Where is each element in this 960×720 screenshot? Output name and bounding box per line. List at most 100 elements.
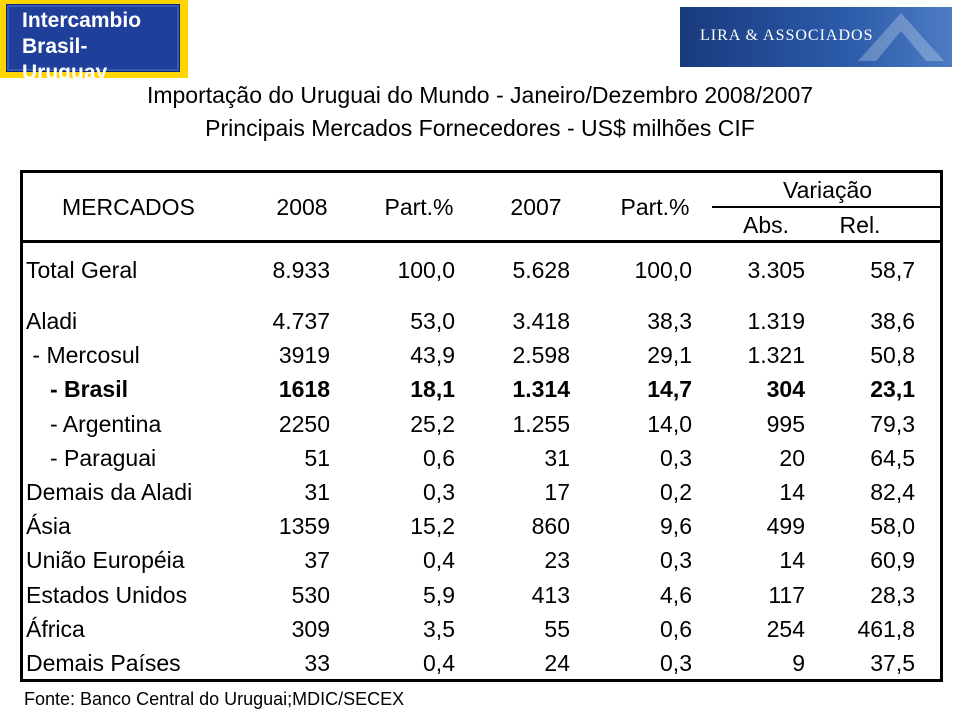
- header-mercados: MERCADOS: [62, 194, 195, 220]
- cell-v2007: 860: [531, 513, 570, 539]
- cell-v2008: 33: [304, 650, 330, 676]
- row-label: Demais Países: [26, 650, 181, 676]
- lira-logo-text: LIRA & ASSOCIADOS: [700, 27, 874, 44]
- total-abs: 3.305: [747, 257, 805, 283]
- total-part-2008: 100,0: [397, 257, 455, 283]
- cell-v2008: 1618: [278, 376, 330, 402]
- row-label: - Mercosul: [26, 342, 140, 368]
- header-2007: 2007: [510, 194, 562, 220]
- cell-v2007: 17: [544, 479, 570, 505]
- cell-rel: 58,0: [870, 513, 915, 539]
- cell-v2007: 23: [544, 547, 570, 573]
- cell-p2007: 4,6: [660, 582, 692, 608]
- table-bottom-border: [20, 679, 943, 682]
- cell-rel: 28,3: [870, 582, 915, 608]
- page-title: Importação do Uruguai do Mundo - Janeiro…: [146, 82, 814, 108]
- cell-rel: 50,8: [870, 342, 915, 368]
- cell-v2008: 1359: [278, 513, 330, 539]
- cell-p2007: 9,6: [660, 513, 692, 539]
- cell-v2007: 413: [531, 582, 570, 608]
- cell-p2007: 14,7: [647, 376, 692, 402]
- cell-p2007: 0,3: [660, 445, 692, 471]
- cell-p2008: 43,9: [410, 342, 455, 368]
- cell-v2007: 1.255: [512, 411, 570, 437]
- cell-abs: 499: [766, 513, 805, 539]
- cell-p2007: 14,0: [647, 411, 692, 437]
- cell-rel: 23,1: [870, 376, 915, 402]
- page-subtitle: Principais Mercados Fornecedores - US$ m…: [205, 115, 755, 141]
- cell-rel: 64,5: [870, 445, 915, 471]
- cell-abs: 14: [779, 479, 805, 505]
- row-label: - Paraguai: [50, 445, 157, 471]
- cell-p2008: 0,3: [423, 479, 455, 505]
- table-right-border: [940, 170, 943, 682]
- cell-p2008: 53,0: [410, 308, 455, 334]
- intercambio-logo-text: Intercambio Brasil-Uruguay: [22, 9, 142, 84]
- header-abs: Abs.: [742, 212, 790, 238]
- cell-p2007: 0,2: [660, 479, 692, 505]
- lira-associados-logo: LIRA & ASSOCIADOS: [680, 7, 952, 67]
- table-top-border: [20, 170, 943, 173]
- cell-p2008: 3,5: [423, 616, 455, 642]
- cell-p2008: 5,9: [423, 582, 455, 608]
- header-rel: Rel.: [839, 212, 881, 238]
- cell-v2008: 31: [304, 479, 330, 505]
- cell-abs: 304: [766, 376, 805, 402]
- cell-abs: 20: [779, 445, 805, 471]
- variacao-underline: [712, 206, 943, 208]
- cell-v2007: 2.598: [512, 342, 570, 368]
- row-label: - Brasil: [50, 376, 128, 402]
- cell-abs: 14: [779, 547, 805, 573]
- total-2008: 8.933: [272, 257, 330, 283]
- header-bottom-border: [20, 240, 943, 243]
- total-2007: 5.628: [512, 257, 570, 283]
- row-label: África: [26, 616, 85, 642]
- cell-v2008: 4.737: [272, 308, 330, 334]
- intercambio-logo: Intercambio Brasil-Uruguay: [0, 0, 188, 84]
- header-part-2008: Part.%: [384, 194, 454, 220]
- cell-p2008: 0,4: [423, 650, 455, 676]
- cell-p2007: 0,3: [660, 650, 692, 676]
- cell-v2008: 37: [304, 547, 330, 573]
- row-label: Estados Unidos: [26, 582, 188, 608]
- cell-abs: 1.319: [747, 308, 805, 334]
- row-label: Aladi: [26, 308, 78, 334]
- row-label: Ásia: [26, 513, 71, 539]
- cell-rel: 60,9: [870, 547, 915, 573]
- total-label: Total Geral: [26, 257, 138, 283]
- cell-rel: 38,6: [870, 308, 915, 334]
- row-label: Demais da Aladi: [26, 479, 193, 505]
- source-note: Fonte: Banco Central do Uruguai;MDIC/SEC…: [24, 689, 405, 709]
- cell-v2007: 1.314: [512, 376, 570, 402]
- cell-p2007: 38,3: [647, 308, 692, 334]
- cell-p2008: 18,1: [410, 376, 455, 402]
- cell-abs: 254: [766, 616, 805, 642]
- cell-v2007: 31: [544, 445, 570, 471]
- cell-p2007: 29,1: [647, 342, 692, 368]
- row-label: União Européia: [26, 547, 185, 573]
- header-variacao: Variação: [782, 177, 873, 203]
- table-left-border: [20, 170, 23, 682]
- cell-p2007: 0,6: [660, 616, 692, 642]
- cell-abs: 1.321: [747, 342, 805, 368]
- header-2008: 2008: [276, 194, 328, 220]
- cell-abs: 9: [792, 650, 805, 676]
- total-rel: 58,7: [870, 257, 915, 283]
- cell-v2008: 309: [291, 616, 330, 642]
- row-label: - Argentina: [50, 411, 162, 437]
- cell-p2008: 0,6: [423, 445, 455, 471]
- logo-deco-icon: [858, 13, 944, 61]
- cell-rel: 79,3: [870, 411, 915, 437]
- cell-v2007: 24: [544, 650, 570, 676]
- cell-abs: 117: [768, 582, 805, 608]
- cell-v2008: 2250: [278, 411, 330, 437]
- intercambio-logo-box: [6, 4, 180, 72]
- cell-rel: 82,4: [870, 479, 915, 505]
- cell-v2008: 530: [291, 582, 330, 608]
- cell-p2008: 0,4: [423, 547, 455, 573]
- cell-p2007: 0,3: [660, 547, 692, 573]
- cell-p2008: 15,2: [410, 513, 455, 539]
- total-part-2007: 100,0: [634, 257, 692, 283]
- cell-rel: 37,5: [870, 650, 915, 676]
- cell-v2008: 3919: [278, 342, 330, 368]
